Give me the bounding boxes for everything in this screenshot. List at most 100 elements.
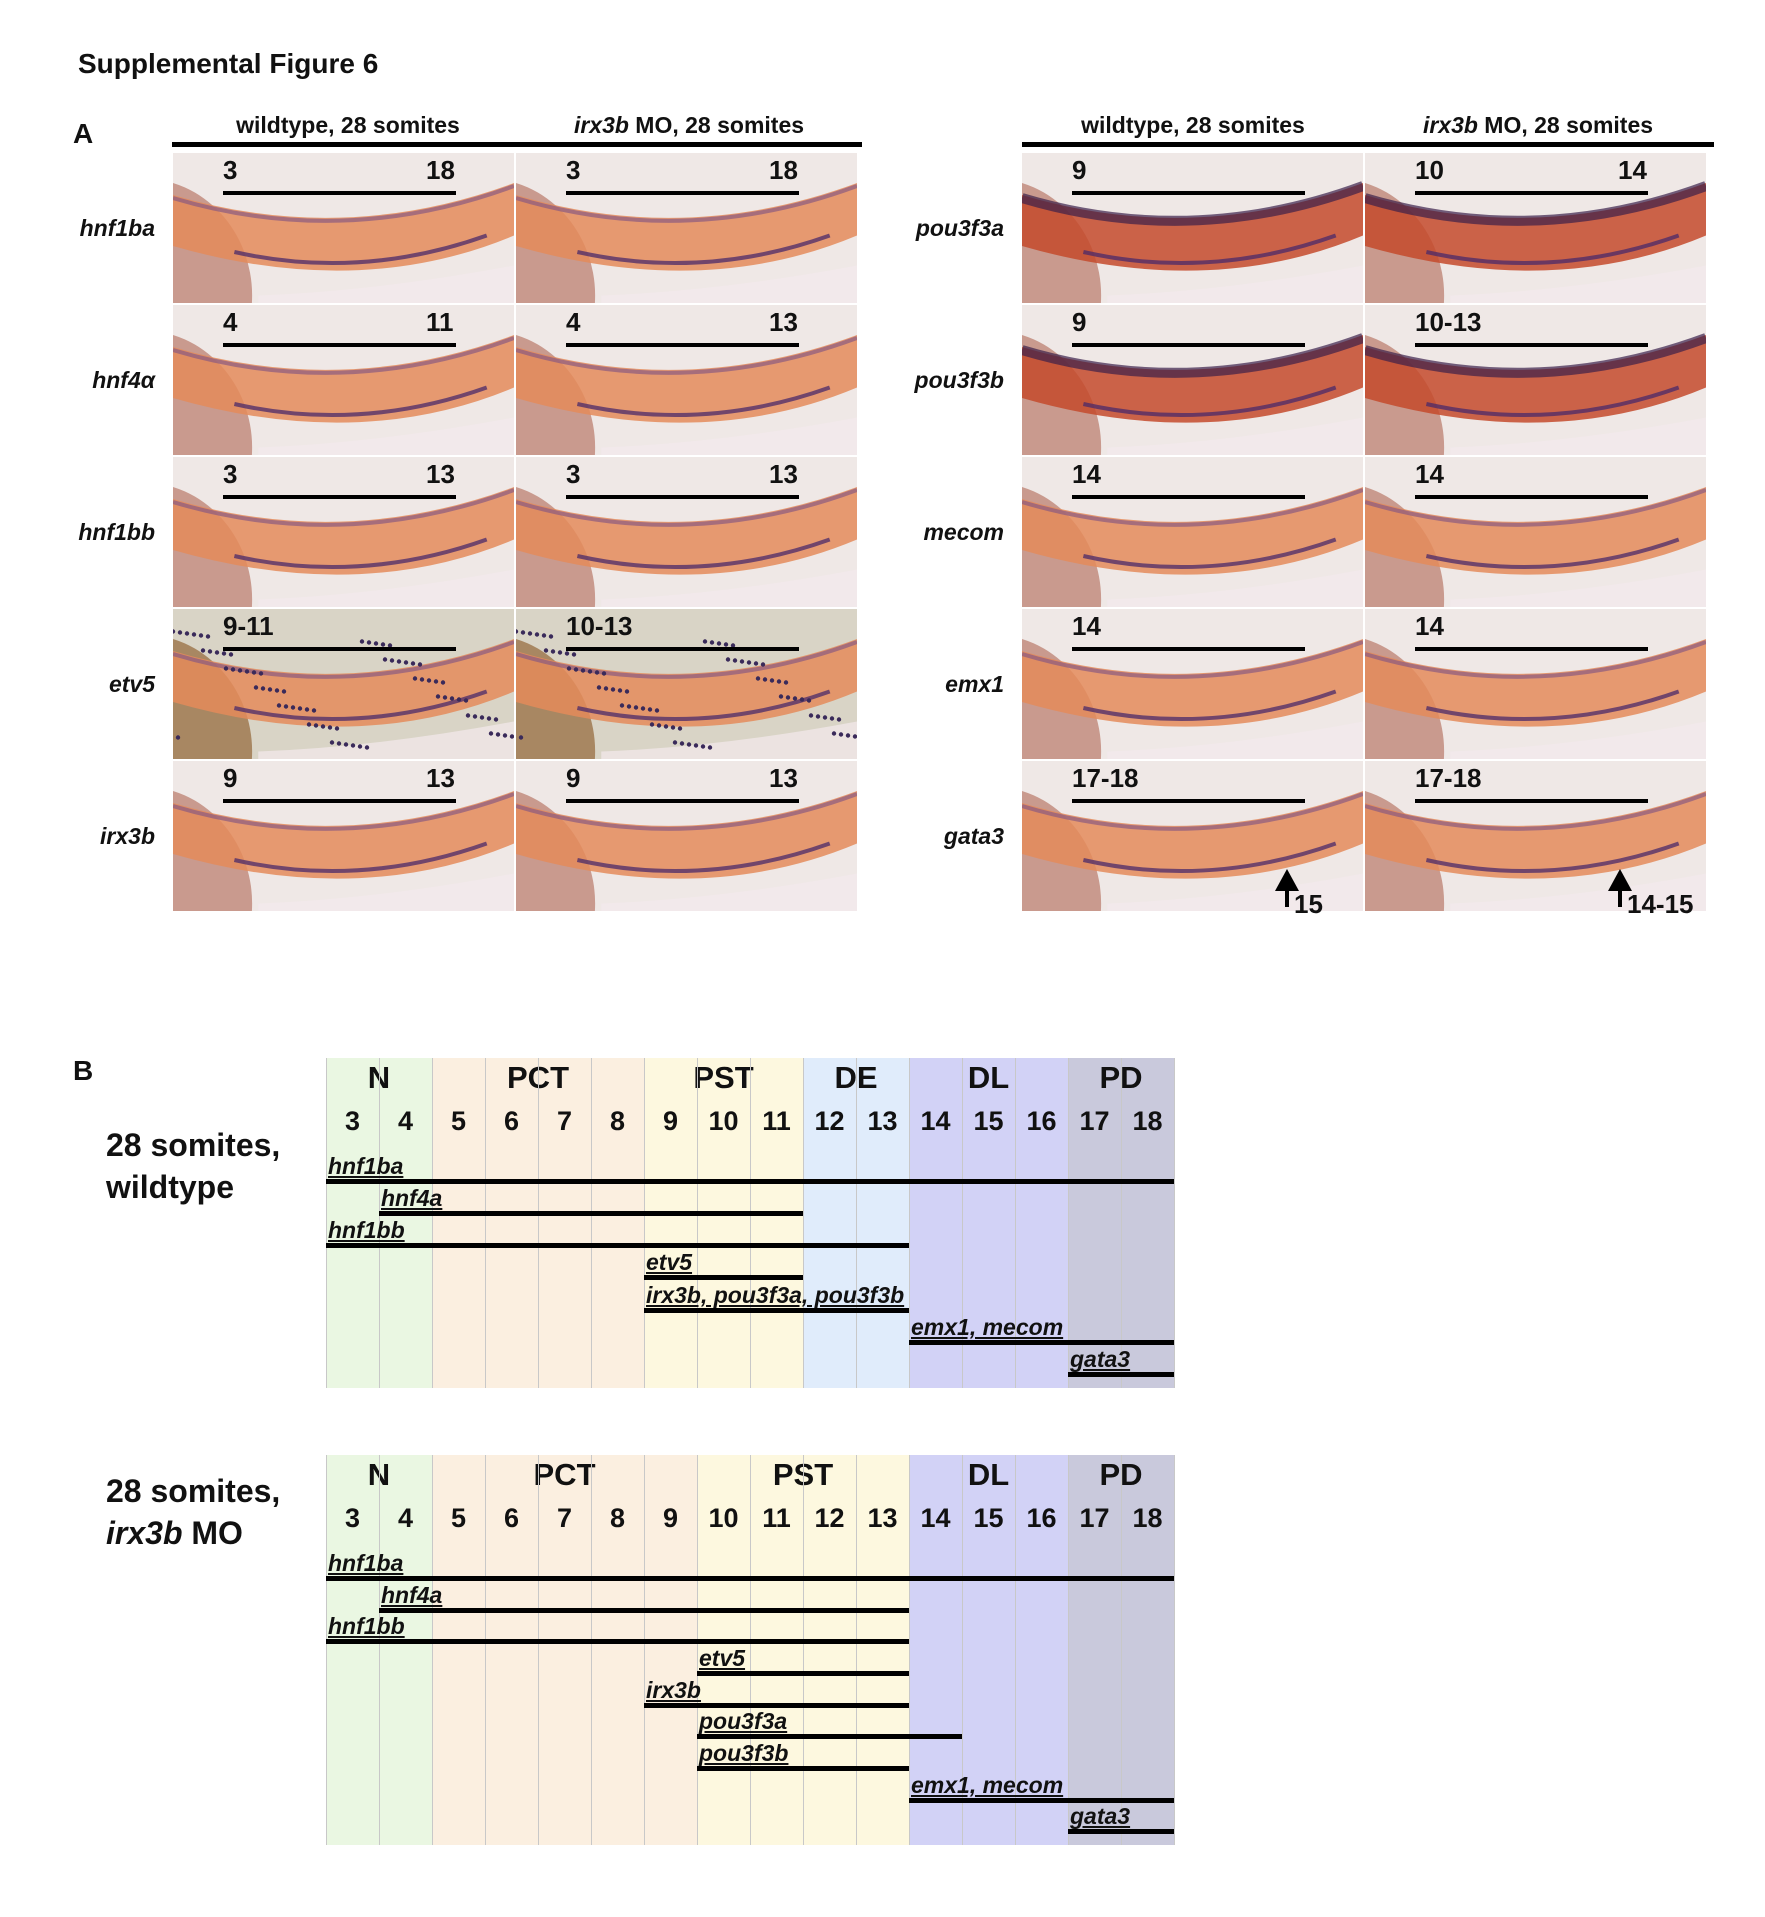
gene-bar-mo-1 [379, 1607, 909, 1613]
segment-divider-mo-7 [697, 1455, 698, 1845]
segment-divider-wt-12 [962, 1058, 963, 1388]
gene-bar-label-wt-3: etv5 [646, 1249, 693, 1276]
segment-number-mo-9: 12 [814, 1503, 845, 1533]
embryo-photo-left-3-wt [173, 609, 514, 759]
segment-number-wt-1: 4 [397, 1106, 414, 1136]
segment-number-mo-3: 6 [503, 1503, 520, 1533]
segment-label-start-left-1-wt: 4 [223, 307, 238, 337]
segment-number-mo-14: 17 [1079, 1503, 1110, 1533]
segment-divider-wt-14 [1068, 1058, 1069, 1388]
segment-divider-mo-15 [1121, 1455, 1122, 1845]
segment-bar-right-3-wt [1072, 647, 1305, 651]
segment-divider-mo-12 [962, 1455, 963, 1845]
zone-label-mo-0: N [367, 1457, 391, 1492]
embryo-photo-left-3-mo [516, 609, 857, 759]
segment-divider-wt-6 [644, 1058, 645, 1388]
gene-label-right-3: emx1 [945, 671, 1004, 697]
gene-bar-label-wt-5: emx1, mecom [911, 1313, 1064, 1340]
segment-label-start-right-4-mo: 17-18 [1415, 763, 1482, 793]
gene-bar-label-mo-8: gata3 [1070, 1803, 1131, 1830]
segment-bar-right-0-wt [1072, 191, 1305, 195]
embryo-photo-left-4-wt [173, 761, 514, 911]
segment-label-start-left-4-mo: 9 [566, 763, 581, 793]
segment-label-start-left-3-mo: 10-13 [566, 611, 633, 641]
segment-bar-right-4-mo [1415, 799, 1648, 803]
morphant-schematic-label: 28 somites, irx3b MO [106, 1473, 281, 1551]
segment-bar-left-4-wt [223, 799, 456, 803]
gene-bar-mo-3 [697, 1671, 909, 1676]
gata3-arrow-wt [1275, 869, 1299, 907]
segment-bar-right-0-mo [1415, 191, 1648, 195]
gene-label-left-2: hnf1bb [78, 519, 155, 545]
segment-bar-left-0-mo [566, 191, 799, 195]
segment-label-start-left-2-wt: 3 [223, 459, 238, 489]
embryo-photo-right-1-mo [1365, 305, 1706, 455]
gene-bar-label-mo-0: hnf1ba [328, 1550, 404, 1576]
right-header-wildtype: wildtype, 28 somites [1081, 112, 1305, 138]
segment-divider-mo-13 [1015, 1455, 1016, 1845]
segment-divider-wt-4 [538, 1058, 539, 1388]
segment-divider-mo-3 [485, 1455, 486, 1845]
gene-bar-label-wt-0: hnf1ba [328, 1153, 404, 1179]
embryo-photo-right-2-wt [1022, 457, 1363, 607]
gene-bar-mo-0 [326, 1576, 1174, 1581]
gene-label-left-1: hnf4α [92, 367, 155, 393]
segment-bar-left-3-wt [223, 647, 456, 651]
embryo-photo-right-4-wt [1022, 761, 1363, 911]
embryo-photo-right-2-mo [1365, 457, 1706, 607]
gene-label-right-0: pou3f3a [915, 215, 1004, 241]
gene-bar-mo-4 [644, 1702, 909, 1708]
segment-number-wt-8: 11 [762, 1106, 791, 1136]
gene-bar-label-mo-5: pou3f3a [699, 1708, 788, 1735]
segment-divider-mo-8 [750, 1455, 751, 1845]
segment-number-wt-7: 10 [708, 1106, 739, 1136]
gene-bar-mo-6 [697, 1766, 909, 1771]
gene-bar-label-wt-6: gata3 [1070, 1345, 1131, 1372]
gene-bar-mo-2 [326, 1639, 909, 1645]
gene-bar-label-mo-4: irx3b [646, 1676, 701, 1703]
segment-bar-right-1-mo [1415, 343, 1648, 347]
wildtype-schematic-label: 28 somites, wildtype [106, 1127, 281, 1205]
segment-divider-wt-3 [485, 1058, 486, 1388]
segment-number-mo-8: 11 [762, 1503, 791, 1533]
embryo-photo-left-4-mo [516, 761, 857, 911]
segment-divider-wt-13 [1015, 1058, 1016, 1388]
gene-bar-wt-5 [909, 1339, 1174, 1345]
zone-label-wt-4: DL [967, 1060, 1010, 1095]
gene-label-left-4: irx3b [100, 823, 155, 849]
gene-bar-mo-5 [697, 1734, 962, 1740]
segment-number-wt-5: 8 [609, 1106, 626, 1136]
segment-divider-wt-7 [697, 1058, 698, 1388]
embryo-photo-left-0-wt [173, 153, 514, 303]
gene-bar-label-wt-1: hnf4a [381, 1185, 443, 1212]
segment-divider-wt-1 [379, 1058, 380, 1388]
embryo-photo-right-3-wt [1022, 609, 1363, 759]
segment-bar-left-1-wt [223, 343, 456, 347]
zone-label-wt-0: N [367, 1060, 391, 1095]
segment-label-start-right-3-mo: 14 [1415, 611, 1444, 641]
gata3-arrow-label-wt: 15 [1294, 889, 1323, 919]
zone-mo-3 [909, 1455, 1068, 1845]
segment-bar-right-3-mo [1415, 647, 1648, 651]
embryo-photo-right-3-mo [1365, 609, 1706, 759]
figure-title: Supplemental Figure 6 [78, 48, 379, 79]
right-header-rule [1022, 142, 1714, 147]
segment-label-start-left-0-mo: 3 [566, 155, 581, 185]
segment-label-start-left-3-wt: 9-11 [223, 611, 274, 641]
segment-divider-wt-11 [909, 1058, 910, 1388]
zone-label-mo-3: DL [967, 1457, 1010, 1492]
segment-bar-left-2-wt [223, 495, 456, 499]
panel-a-letter: A [73, 118, 94, 149]
segment-label-start-right-3-wt: 14 [1072, 611, 1101, 641]
zone-label-mo-2: PST [772, 1457, 834, 1492]
gene-label-left-0: hnf1ba [79, 215, 155, 241]
embryo-photo-right-4-mo [1365, 761, 1706, 911]
segment-number-wt-14: 17 [1079, 1106, 1110, 1136]
segment-label-start-right-2-mo: 14 [1415, 459, 1444, 489]
gene-bar-label-mo-3: etv5 [699, 1645, 746, 1671]
gene-bar-wt-6 [1068, 1371, 1174, 1377]
gene-bar-label-mo-1: hnf4a [381, 1581, 443, 1608]
segment-divider-wt-0 [326, 1058, 327, 1388]
embryo-photo-left-2-mo [516, 457, 857, 607]
segment-number-mo-2: 5 [450, 1503, 467, 1533]
